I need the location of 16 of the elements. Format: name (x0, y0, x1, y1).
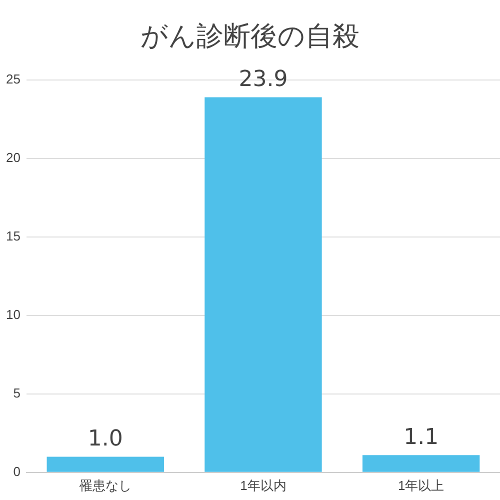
y-tick-label: 10 (6, 307, 20, 322)
y-tick-label: 5 (13, 386, 20, 400)
data-label: 1.0 (88, 426, 123, 452)
bar (46, 456, 164, 472)
y-tick-label: 15 (6, 228, 20, 244)
x-tick-label: 1年以上 (398, 478, 444, 493)
bar (362, 455, 480, 472)
x-tick-label: 1年以内 (240, 478, 286, 493)
x-tick-label: 罹患なし (78, 478, 132, 493)
y-tick-label: 25 (6, 72, 20, 87)
data-label: 23.9 (238, 66, 288, 92)
y-tick-label: 0 (13, 464, 20, 479)
y-tick-label: 20 (6, 150, 20, 166)
chart-title: がん診断後の自殺 (140, 20, 360, 54)
data-label: 1.1 (404, 424, 439, 450)
bar (204, 97, 322, 472)
